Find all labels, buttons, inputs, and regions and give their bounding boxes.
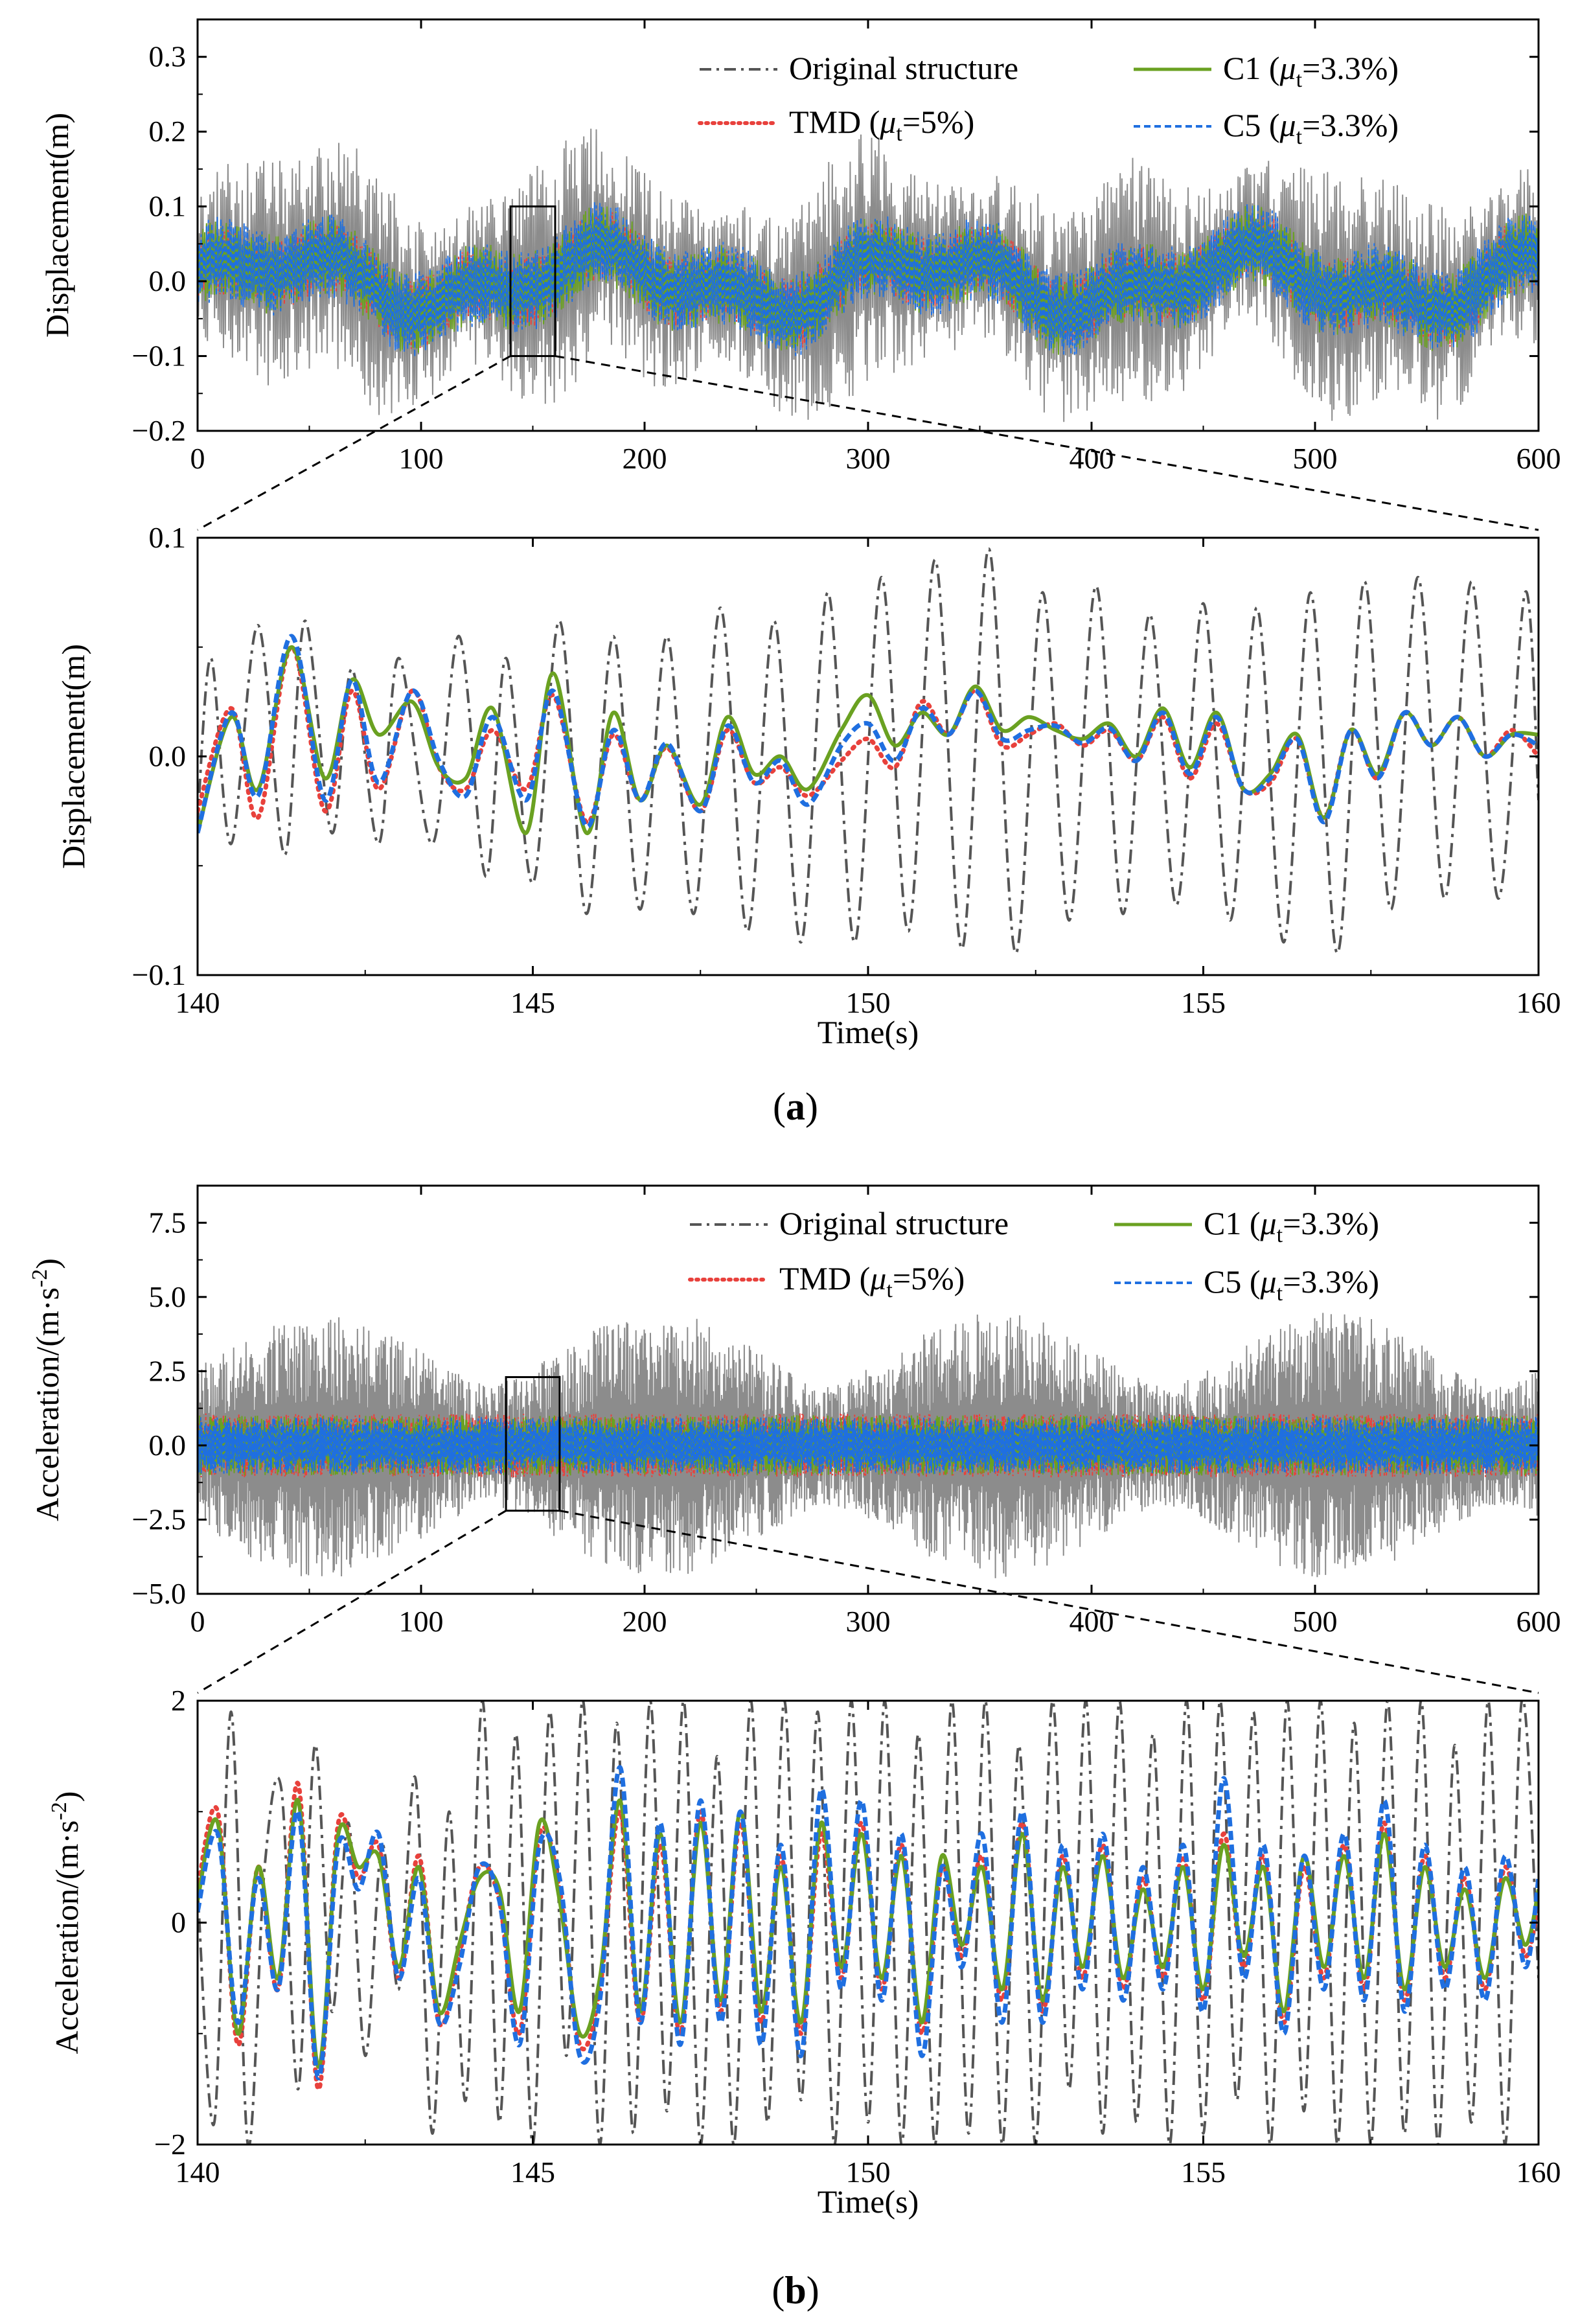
y-axis-label: Acceleration/(m·s-2) <box>47 1791 85 2054</box>
x-tick-label: 200 <box>623 442 667 475</box>
x-tick-label: 160 <box>1517 2156 1561 2189</box>
y-tick-label: −0.1 <box>132 339 186 373</box>
series-line-tmd <box>198 1780 1539 2091</box>
x-tick-label: 140 <box>176 986 220 1019</box>
y-tick-label: 0.1 <box>149 190 187 223</box>
x-tick-label: 160 <box>1517 986 1561 1019</box>
zoom-connector-right <box>555 355 1539 531</box>
x-axis-label: Time(s) <box>818 1014 919 1050</box>
legend-label-tmd: TMD (μt=5%) <box>789 104 974 146</box>
plot-frame <box>196 1699 1540 2146</box>
x-tick-label: 600 <box>1517 442 1561 475</box>
panel-label-b: (b) <box>772 2269 819 2312</box>
x-tick-label: 150 <box>846 2156 891 2189</box>
y-tick-label: −2.5 <box>132 1502 186 1536</box>
x-tick-label: 300 <box>846 442 891 475</box>
x-tick-label: 155 <box>1181 986 1226 1019</box>
series-line-original <box>198 547 1539 955</box>
x-tick-label: 500 <box>1293 442 1338 475</box>
legend-label-tmd: TMD (μt=5%) <box>779 1260 965 1302</box>
x-tick-label: 150 <box>846 986 891 1019</box>
legend-label-c1: C1 (μt=3.3%) <box>1223 50 1399 92</box>
x-tick-label: 400 <box>1070 442 1114 475</box>
x-tick-label: 145 <box>510 986 555 1019</box>
series-line-c5 <box>198 634 1539 834</box>
y-tick-label: 7.5 <box>149 1206 187 1239</box>
legend-label-original: Original structure <box>779 1205 1009 1241</box>
zoom-connector-left <box>197 355 511 531</box>
y-tick-label: 5.0 <box>149 1280 187 1313</box>
zoom-connectors <box>197 355 1539 1694</box>
zoom-connector-left <box>197 1510 507 1694</box>
y-tick-label: 0.3 <box>149 40 187 73</box>
series-line-original <box>198 1313 1539 1578</box>
x-tick-label: 400 <box>1070 1605 1114 1638</box>
x-axis-label: Time(s) <box>818 2183 919 2220</box>
y-tick-label: 0.2 <box>149 115 187 148</box>
series-line-c5 <box>198 202 1539 358</box>
y-tick-label: 0.0 <box>149 264 187 297</box>
chart-b-full-acceleration: 0 100 200 300 400 500 600 −5.0 −2.5 0.0 2.5 5.0 7.5 A… <box>28 1184 1561 1638</box>
legend-label-c1: C1 (μt=3.3%) <box>1204 1205 1379 1247</box>
x-tick-label: 155 <box>1181 2156 1226 2189</box>
x-tick-label: 100 <box>399 1605 444 1638</box>
chart-b-zoom-acceleration: 140 145 150 155 160 −2 0 2 Acceleration/(m·s-2) T… <box>47 1684 1561 2220</box>
x-tick-label: 300 <box>846 1605 891 1638</box>
y-axis-label: Acceleration/(m·s-2) <box>28 1258 65 1521</box>
series-line-c5 <box>198 1765 1539 2080</box>
x-tick-label: 140 <box>176 2156 220 2189</box>
x-tick-label: 145 <box>510 2156 555 2189</box>
x-tick-label: 0 <box>190 1605 205 1638</box>
y-tick-label: 0.0 <box>149 740 187 773</box>
x-tick-label: 600 <box>1517 1605 1561 1638</box>
y-tick-label: −0.1 <box>132 958 186 991</box>
x-tick-label: 200 <box>623 1605 667 1638</box>
zoom-box <box>509 205 556 358</box>
zoom-connector-right <box>559 1510 1539 1694</box>
y-tick-label: 2.5 <box>149 1354 187 1387</box>
series-line-c5 <box>198 1416 1539 1474</box>
zoom-box <box>505 1376 561 1512</box>
legend-label-c5: C5 (μt=3.3%) <box>1204 1263 1379 1306</box>
y-axis-label: Displacement(m) <box>55 644 91 869</box>
y-tick-label: 0.0 <box>149 1429 187 1462</box>
x-tick-label: 0 <box>190 442 205 475</box>
y-tick-label: −5.0 <box>132 1577 186 1610</box>
series-line-original <box>198 128 1539 422</box>
x-tick-label: 500 <box>1293 1605 1338 1638</box>
series-line-original <box>198 1701 1539 2145</box>
y-tick-label: 0 <box>171 1906 186 1939</box>
legends: Original structure TMD (μt=5%) C1 (μt=3.3%… <box>688 50 1399 1306</box>
y-tick-label: −0.2 <box>132 414 186 447</box>
chart-a-zoom-displacement: 140 145 150 155 160 −0.1 0.0 0.1 Displacement(m)… <box>55 521 1561 1050</box>
legend-label-original: Original structure <box>789 50 1018 86</box>
y-tick-label: 0.1 <box>149 521 187 554</box>
legend-label-c5: C5 (μt=3.3%) <box>1223 107 1399 149</box>
y-tick-label: −2 <box>154 2128 186 2161</box>
y-tick-label: 2 <box>171 1684 186 1717</box>
x-tick-label: 100 <box>399 442 444 475</box>
panel-label-a: (a) <box>773 1085 818 1128</box>
y-axis-label: Displacement(m) <box>39 113 75 338</box>
chart-a-full-displacement: 0 100 200 300 400 500 600 −0.2 −0.1 0.0 0.1 0.2 0.3 D… <box>39 18 1561 475</box>
